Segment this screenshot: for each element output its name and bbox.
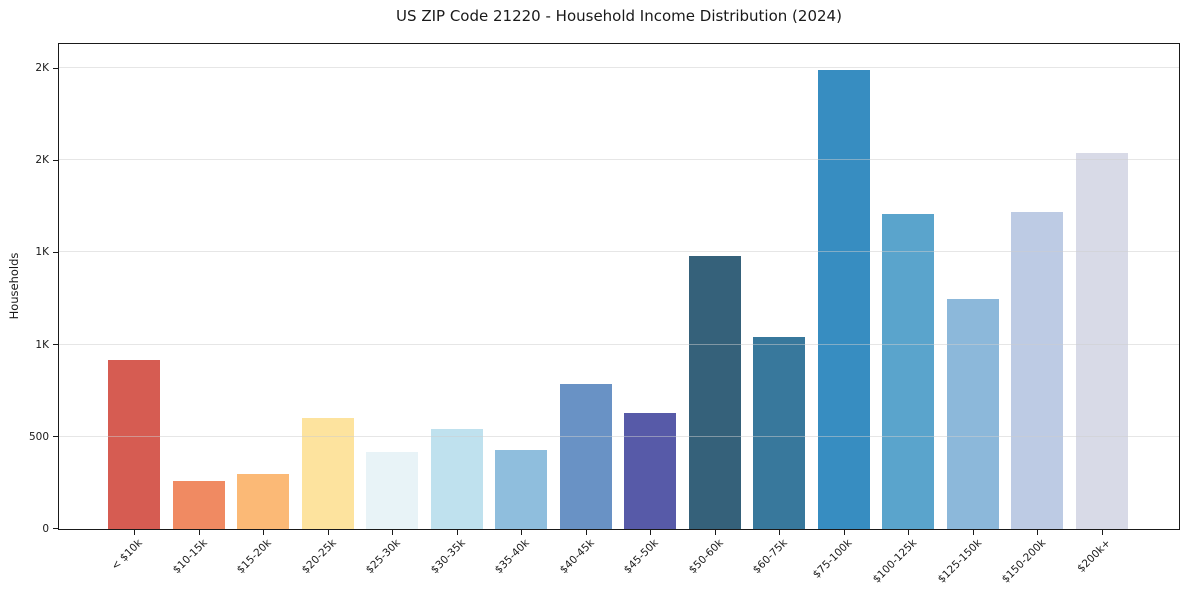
y-tick-label: 500	[28, 430, 49, 443]
y-tick-mark	[53, 435, 58, 438]
x-tick-label: < $10k	[109, 537, 145, 573]
x-tick-mark	[972, 530, 974, 535]
bar-12	[817, 69, 870, 529]
y-tick-mark	[53, 343, 58, 346]
x-tick-mark	[520, 530, 522, 535]
bars-container	[59, 44, 1179, 529]
bar-3	[237, 473, 290, 529]
x-tick-label: $50-60k	[686, 537, 726, 577]
x-tick-mark	[1036, 530, 1038, 535]
x-tick-mark	[907, 530, 909, 535]
y-tick-mark	[53, 159, 58, 161]
bar-1	[108, 360, 160, 529]
x-tick-label: $100-125k	[870, 537, 919, 586]
chart-title: US ZIP Code 21220 - Household Income Dis…	[396, 7, 842, 25]
bar-15	[1011, 211, 1064, 529]
bar-9	[624, 412, 677, 529]
bar-7	[495, 449, 548, 529]
y-tick-mark	[53, 528, 58, 530]
bar-16	[1075, 152, 1128, 529]
x-tick-label: $75-100k	[810, 537, 855, 581]
x-tick-label: $30-35k	[428, 537, 468, 577]
x-tick-label: $125-150k	[935, 537, 984, 586]
bar-11	[753, 337, 806, 529]
bar-5	[366, 452, 419, 529]
y-tick-mark	[53, 67, 58, 69]
y-axis-label: Households	[7, 252, 21, 320]
x-tick-label: $150-200k	[999, 537, 1048, 586]
bar-8	[559, 384, 612, 529]
y-tick-label: 0	[42, 522, 49, 535]
x-tick-mark	[649, 530, 651, 535]
x-tick-mark	[456, 530, 458, 535]
x-tick-mark	[198, 530, 200, 535]
x-tick-label: $200k+	[1074, 537, 1113, 575]
y-tick-label: 1K	[35, 338, 49, 351]
x-tick-mark	[585, 530, 587, 535]
x-tick-mark	[391, 530, 393, 535]
bar-4	[301, 418, 354, 529]
x-tick-label: $40-45k	[557, 537, 597, 577]
x-tick-label: $60-75k	[750, 537, 790, 577]
x-tick-label: $20-25k	[299, 537, 339, 577]
y-tick-label: 1K	[35, 246, 49, 259]
plot-area	[58, 43, 1180, 530]
x-tick-mark	[327, 530, 329, 535]
x-tick-mark	[714, 530, 716, 535]
bar-14	[946, 298, 999, 529]
x-tick-mark	[262, 530, 264, 535]
y-tick-label: 2K	[35, 154, 49, 167]
x-tick-label: $45-50k	[621, 537, 661, 577]
x-tick-label: $35-40k	[492, 537, 532, 577]
x-tick-label: $10-15k	[170, 537, 210, 577]
bar-10	[688, 256, 741, 529]
x-tick-label: $15-20k	[234, 537, 274, 577]
y-tick-label: 2K	[35, 62, 49, 75]
y-tick-mark	[53, 251, 58, 254]
x-tick-label: $25-30k	[363, 537, 403, 577]
bar-13	[882, 213, 935, 529]
x-tick-mark	[843, 530, 845, 535]
x-tick-mark	[1101, 530, 1103, 535]
bar-2	[172, 481, 225, 529]
x-tick-mark	[133, 530, 135, 535]
bar-6	[430, 428, 483, 529]
x-tick-mark	[778, 530, 780, 535]
